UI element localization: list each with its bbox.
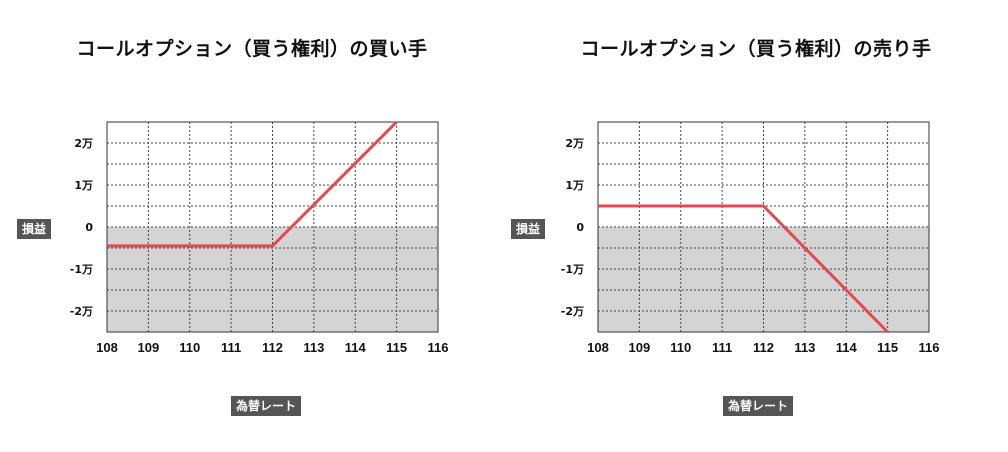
y-tick-label: 2万: [565, 137, 584, 150]
chart-panel-buyer: コールオプション（買う権利）の買い手 108 109 110 111 112 113 114…: [17, 38, 449, 416]
x-tick-label: 112: [262, 340, 283, 355]
x-axis-label: 為替レート: [231, 396, 302, 416]
x-tick-label: 108: [587, 340, 609, 355]
x-tick-label: 111: [221, 340, 241, 355]
x-tick-label: 109: [138, 340, 160, 355]
chart-title: コールオプション（買う権利）の買い手: [76, 38, 428, 60]
x-tick-label: 114: [836, 340, 858, 355]
x-tick-label: 114: [345, 340, 367, 355]
y-tick-label: 2万: [74, 137, 93, 150]
y-tick-label: -1万: [70, 263, 93, 276]
chart-panel-seller: コールオプション（買う権利）の売り手 108 109 110 111 112 113 114…: [504, 0, 1008, 452]
y-tick-label: 1万: [74, 179, 93, 192]
y-tick-label: 0: [576, 221, 584, 234]
plot-frame: [106, 121, 439, 333]
x-tick-label: 109: [629, 340, 651, 355]
x-axis-label: 為替レート: [723, 396, 794, 416]
chart-plot: 108 109 110 111 112 113 114 115 116 2万 1万 0 -1万 -2万: [561, 121, 940, 355]
x-tick-label: 115: [877, 340, 898, 355]
x-tick-label: 112: [753, 340, 774, 355]
payoff-line: [107, 120, 398, 248]
x-tick-label: 110: [670, 340, 691, 355]
x-tick-label: 110: [179, 340, 200, 355]
payoff-line: [598, 204, 889, 334]
plot-frame: [597, 121, 930, 333]
y-axis-label: 損益: [17, 219, 52, 239]
y-tick-label: -2万: [70, 305, 93, 318]
x-tick-label: 115: [386, 340, 407, 355]
x-tick-label: 108: [96, 340, 118, 355]
y-tick-label: 0: [85, 221, 93, 234]
x-tick-label: 111: [712, 340, 732, 355]
chart-plot: 108 109 110 111 112 113 114 115 116 2万 1万 0 -1万 -2万: [70, 120, 449, 355]
chart-title: コールオプション（買う権利）の売り手: [580, 38, 932, 60]
y-tick-label: -2万: [561, 305, 584, 318]
x-tick-label: 113: [303, 340, 324, 355]
y-tick-label: 1万: [565, 179, 584, 192]
y-tick-label: -1万: [561, 263, 584, 276]
x-tick-label: 116: [919, 340, 940, 355]
x-tick-label: 116: [428, 340, 449, 355]
y-axis-label: 損益: [511, 219, 546, 239]
x-tick-label: 113: [794, 340, 815, 355]
